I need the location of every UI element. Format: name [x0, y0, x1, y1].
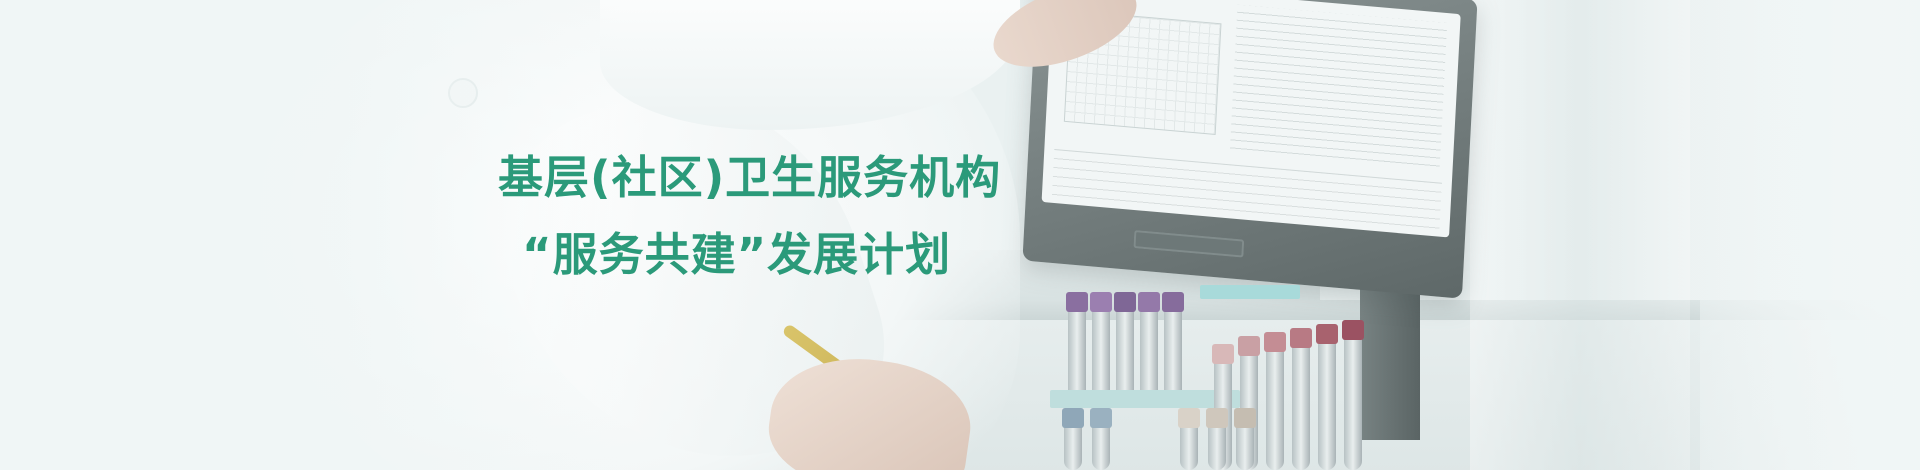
- test-tube: [1290, 328, 1312, 470]
- test-tube: [1316, 324, 1338, 470]
- banner-headline: 基层(社区)卫生服务机构 “服务共建”发展计划: [498, 155, 1001, 277]
- glassware-column: [1470, 0, 1690, 470]
- test-tube: [1138, 292, 1160, 400]
- test-tube: [1178, 408, 1200, 470]
- test-tube: [1264, 332, 1286, 470]
- test-tube: [1234, 408, 1256, 470]
- headline-line-1: 基层(社区)卫生服务机构: [498, 151, 1002, 204]
- test-tube: [1206, 408, 1228, 470]
- headline-line-2: “服务共建”发展计划: [522, 228, 952, 281]
- test-tube: [1114, 292, 1136, 400]
- left-fade-overlay: [0, 0, 620, 470]
- monitor-stand: [1360, 280, 1420, 440]
- test-tube: [1162, 292, 1184, 400]
- teal-tray: [1200, 285, 1300, 299]
- monitor-brand-plate: [1133, 230, 1245, 258]
- test-tube: [1342, 320, 1364, 470]
- test-tube: [1066, 292, 1088, 400]
- test-tube: [1090, 292, 1112, 400]
- right-fade-overlay: [1660, 0, 1920, 470]
- test-tube: [1062, 408, 1084, 470]
- test-tube: [1090, 408, 1112, 470]
- screen-data-columns: [1229, 4, 1448, 173]
- test-tube-rack-base: [1050, 390, 1240, 408]
- test-tube-rack: [1060, 292, 1220, 400]
- test-tube-rack-front: [1060, 408, 1360, 470]
